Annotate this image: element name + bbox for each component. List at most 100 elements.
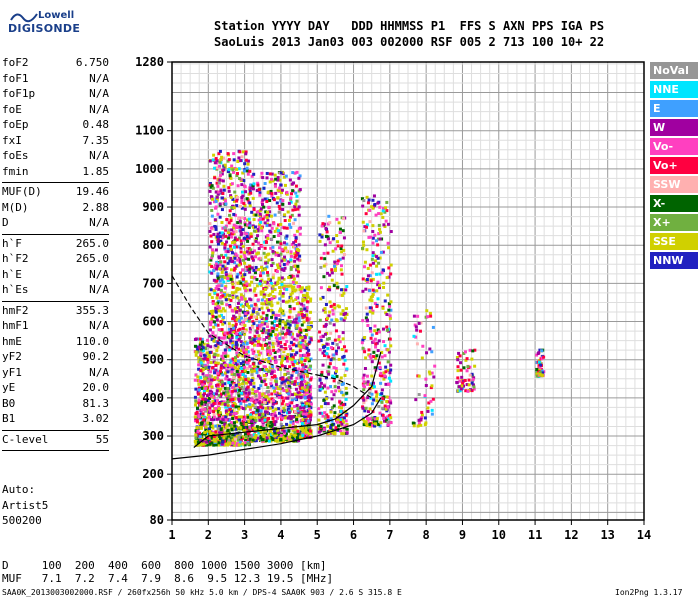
data-point — [296, 432, 300, 436]
data-point — [341, 393, 345, 397]
data-point — [362, 423, 366, 427]
data-point — [305, 346, 309, 350]
data-point — [259, 226, 263, 230]
data-point — [256, 234, 260, 238]
data-point — [286, 328, 290, 332]
curve-solid — [193, 351, 382, 448]
data-point — [287, 383, 291, 387]
legend-entry: SSW — [650, 176, 698, 193]
data-point — [305, 286, 309, 290]
data-point — [334, 329, 338, 333]
data-point — [285, 402, 289, 406]
data-point — [267, 277, 271, 281]
data-point — [211, 426, 215, 430]
data-point — [272, 273, 276, 277]
data-point — [212, 392, 216, 396]
data-point — [284, 347, 288, 351]
data-point — [322, 308, 326, 312]
data-point — [221, 307, 225, 311]
data-point — [254, 410, 258, 414]
data-point — [202, 353, 206, 357]
data-point — [223, 243, 227, 247]
data-point — [373, 422, 377, 426]
data-point — [360, 197, 364, 201]
data-point — [291, 171, 295, 175]
data-point — [228, 336, 232, 340]
data-point — [222, 280, 226, 284]
data-point — [274, 342, 278, 346]
data-point — [267, 205, 271, 209]
data-point — [251, 367, 255, 371]
data-point — [275, 365, 279, 369]
data-point — [263, 401, 267, 405]
data-point — [326, 222, 330, 226]
data-point — [244, 318, 248, 322]
data-point — [373, 329, 377, 333]
data-point — [287, 299, 291, 303]
data-point — [332, 393, 336, 397]
data-point — [280, 381, 284, 385]
data-point — [335, 281, 339, 285]
data-point — [388, 399, 392, 403]
data-point — [378, 411, 382, 415]
data-point — [255, 425, 259, 429]
data-point — [339, 403, 343, 407]
data-point — [307, 368, 311, 372]
param-divider — [2, 300, 109, 302]
data-point — [334, 426, 338, 430]
data-point — [252, 350, 256, 354]
data-point — [256, 436, 260, 440]
data-point — [429, 314, 433, 318]
data-point — [227, 274, 231, 278]
data-point — [205, 430, 209, 434]
data-point — [201, 363, 205, 367]
data-point — [219, 158, 223, 162]
data-point — [201, 397, 205, 401]
data-point — [301, 412, 305, 416]
data-point — [229, 333, 233, 337]
data-point — [214, 205, 218, 209]
data-point — [245, 235, 249, 239]
data-point — [290, 213, 294, 217]
data-point — [258, 191, 262, 195]
data-point — [371, 288, 375, 292]
param-name: yF1 — [2, 365, 22, 379]
data-point — [216, 424, 220, 428]
data-point — [339, 268, 343, 272]
data-point — [246, 366, 250, 370]
data-point — [263, 415, 267, 419]
data-point — [211, 251, 215, 255]
data-point — [253, 225, 257, 229]
data-point — [362, 380, 366, 384]
data-point — [290, 242, 294, 246]
param-row: foEs N/A — [2, 149, 109, 165]
data-point — [260, 265, 264, 269]
data-point — [219, 366, 223, 370]
data-point — [240, 391, 244, 395]
data-point — [299, 435, 303, 439]
data-point — [267, 214, 271, 218]
data-point — [270, 194, 274, 198]
data-point — [245, 265, 249, 269]
data-point — [294, 317, 298, 321]
data-point — [375, 264, 379, 268]
data-point — [216, 426, 220, 430]
data-point — [240, 415, 244, 419]
data-point — [294, 297, 298, 301]
data-point — [227, 230, 231, 234]
data-point — [211, 432, 215, 436]
data-point — [328, 273, 332, 277]
data-point — [240, 198, 244, 202]
data-point — [241, 426, 245, 430]
param-name: foF2 — [2, 56, 29, 69]
data-point — [289, 293, 293, 297]
data-point — [283, 414, 287, 418]
data-point — [293, 171, 297, 175]
data-point — [377, 422, 381, 426]
data-point — [220, 380, 224, 384]
data-point — [237, 236, 241, 240]
data-point — [229, 404, 233, 408]
data-point — [214, 157, 218, 161]
data-point — [386, 360, 390, 364]
